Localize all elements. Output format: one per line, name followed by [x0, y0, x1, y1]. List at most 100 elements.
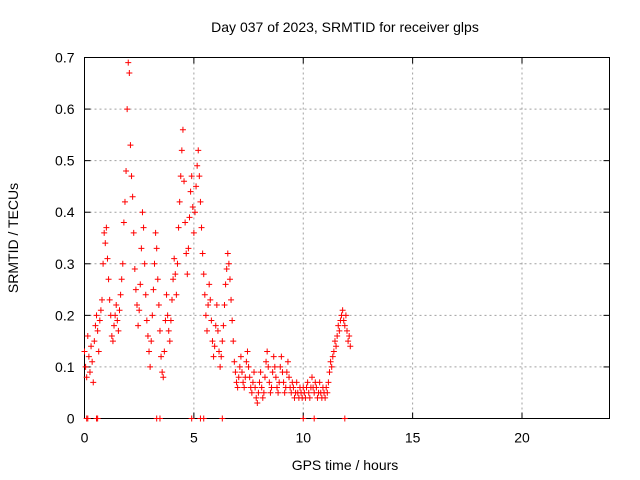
data-point	[345, 338, 352, 345]
data-point	[266, 379, 273, 386]
data-point	[174, 260, 181, 267]
data-point	[150, 286, 157, 293]
data-point	[335, 322, 342, 329]
data-point	[156, 327, 163, 334]
data-point	[138, 245, 145, 252]
data-point	[115, 327, 122, 334]
y-axis-label: SRMTID / TECUs	[5, 183, 21, 293]
data-point	[197, 198, 204, 205]
data-point	[143, 317, 150, 324]
data-point	[140, 224, 147, 231]
data-point	[272, 374, 279, 381]
data-point	[230, 338, 237, 345]
data-point	[237, 353, 244, 360]
data-point	[109, 338, 116, 345]
data-point	[212, 322, 219, 329]
data-point	[325, 379, 332, 386]
data-point	[85, 353, 92, 360]
data-point	[89, 358, 96, 365]
data-point	[84, 332, 91, 339]
data-point	[130, 229, 137, 236]
data-point	[225, 260, 232, 267]
data-point	[220, 322, 227, 329]
data-point	[169, 296, 175, 303]
data-point	[254, 400, 261, 407]
data-point	[91, 338, 98, 345]
data-point	[248, 389, 255, 396]
data-point	[164, 312, 171, 319]
data-point	[172, 271, 179, 278]
data-point	[257, 369, 264, 376]
data-point	[196, 173, 203, 180]
data-point	[113, 302, 120, 309]
data-point	[322, 394, 329, 401]
data-point	[170, 276, 177, 283]
grid	[84, 57, 610, 419]
data-point	[339, 307, 346, 314]
data-point	[346, 332, 353, 339]
data-point	[127, 142, 134, 149]
data-point	[163, 291, 170, 298]
axis-ticks: 0 0.1 0.2 0.3 0.4 0.5 0.6 0.7 0 5 10 15 20	[55, 50, 610, 446]
data-point	[280, 379, 287, 386]
data-point	[148, 338, 155, 345]
data-point	[243, 358, 250, 365]
data-point	[187, 188, 194, 195]
data-point	[160, 374, 167, 381]
data-point	[190, 229, 197, 236]
data-point	[222, 281, 229, 288]
x-tick-label: 10	[295, 430, 311, 446]
data-point	[263, 358, 270, 365]
data-point	[132, 286, 139, 293]
data-point	[347, 343, 354, 350]
data-point	[216, 348, 223, 355]
data-point	[183, 250, 190, 257]
data-point	[304, 379, 311, 386]
data-point	[342, 312, 349, 319]
data-point	[142, 291, 149, 298]
data-point	[120, 219, 127, 226]
data-point	[326, 369, 333, 376]
data-point	[184, 271, 191, 278]
data-point	[158, 353, 165, 360]
data-point	[112, 312, 119, 319]
data-point	[167, 317, 174, 324]
data-point	[129, 193, 136, 200]
data-point	[173, 291, 180, 298]
data-point	[149, 312, 156, 319]
data-point	[241, 384, 248, 391]
data-point	[324, 389, 331, 396]
data-point	[186, 214, 193, 221]
data-point	[236, 363, 243, 370]
data-point	[114, 317, 121, 324]
data-point	[92, 322, 99, 329]
data-point	[86, 369, 93, 376]
data-point	[293, 379, 300, 386]
data-point	[221, 302, 228, 309]
data-point	[267, 389, 274, 396]
data-point	[223, 265, 230, 272]
data-point	[305, 389, 312, 396]
data-point	[128, 173, 135, 180]
data-point	[103, 224, 110, 231]
data-point	[286, 374, 293, 381]
data-point	[156, 415, 163, 422]
data-point	[330, 348, 337, 355]
data-point	[249, 379, 256, 386]
data-point	[97, 307, 104, 314]
data-point	[134, 302, 140, 309]
data-point	[94, 415, 101, 422]
data-point	[234, 384, 241, 391]
data-point	[306, 394, 313, 401]
data-point	[185, 245, 192, 252]
data-point	[251, 369, 258, 376]
data-point	[213, 302, 220, 309]
data-point	[269, 369, 276, 376]
data-point	[244, 348, 251, 355]
data-point	[226, 276, 233, 283]
data-point	[106, 296, 113, 303]
data-point	[327, 358, 334, 365]
data-point	[300, 415, 307, 422]
data-point	[195, 147, 202, 154]
